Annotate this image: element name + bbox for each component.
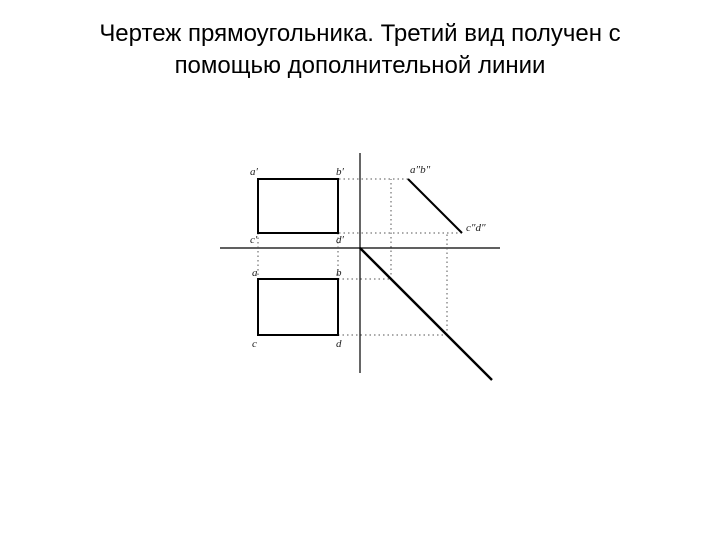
svg-text:a: a [252,267,258,279]
svg-text:a″b″: a″b″ [410,164,431,176]
diagram-container: a′ b′ c′ d′ a″b″ c″d″ a b c d [0,143,720,383]
title-line-1: Чертеж прямоугольника. Третий вид получе… [0,18,720,50]
svg-text:d′: d′ [336,234,345,246]
svg-text:b: b [336,267,342,279]
orthographic-diagram: a′ b′ c′ d′ a″b″ c″d″ a b c d [210,143,510,383]
svg-text:a′: a′ [250,166,259,178]
svg-text:b′: b′ [336,166,345,178]
svg-text:c: c [252,338,257,350]
svg-text:d: d [336,338,342,350]
title-line-2: помощью дополнительной линии [0,50,720,82]
svg-text:c′: c′ [250,234,258,246]
svg-text:c″d″: c″d″ [466,222,486,234]
slide-title: Чертеж прямоугольника. Третий вид получе… [0,0,720,83]
